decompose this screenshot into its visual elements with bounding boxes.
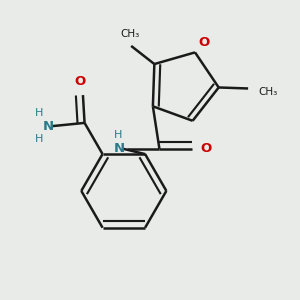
Text: H: H xyxy=(114,130,123,140)
Text: CH₃: CH₃ xyxy=(258,87,277,97)
Text: H: H xyxy=(34,134,43,144)
Text: O: O xyxy=(198,36,209,49)
Text: O: O xyxy=(200,142,211,155)
Text: O: O xyxy=(74,75,85,88)
Text: CH₃: CH₃ xyxy=(120,29,139,39)
Text: N: N xyxy=(114,142,125,155)
Text: N: N xyxy=(42,120,53,133)
Text: H: H xyxy=(34,108,43,118)
